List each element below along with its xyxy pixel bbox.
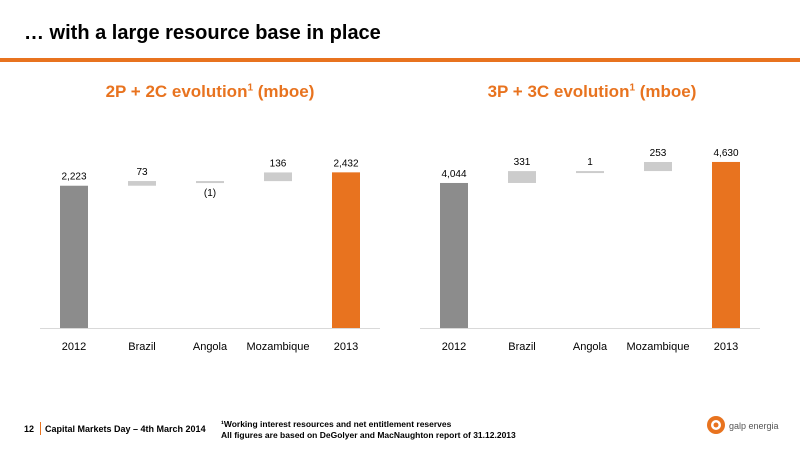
logo-text: galp energia: [729, 421, 779, 431]
waterfall-charts: 2,223 2012 73 Brazil (1) Angola 136 Mozambique 2…: [40, 148, 760, 353]
chart-title-superscript: 1: [247, 82, 254, 94]
footnote-line-2: All figures are based on DeGolyer and Ma…: [221, 430, 516, 440]
page-number: 12: [24, 424, 35, 434]
category-label-2p2c-2013: 2013: [334, 341, 358, 353]
bar-2p2c-2013: [332, 172, 360, 328]
data-label-2p2c-angola: (1): [204, 188, 216, 199]
chart-title-superscript: 1: [629, 82, 636, 94]
chart-title-text: 2P + 2C evolution: [105, 82, 248, 101]
bar-2p2c-brazil: [128, 181, 156, 186]
footer-separator: [40, 422, 41, 435]
bar-2p2c-mozambique: [264, 172, 292, 182]
category-label-2p2c-brazil: Brazil: [128, 341, 156, 353]
category-label-2p2c-mozambique: Mozambique: [247, 341, 310, 353]
galp-logo: galp energia: [706, 414, 790, 440]
bar-3p3c-angola: [576, 171, 604, 174]
bar-3p3c-mozambique: [644, 161, 672, 172]
category-label-3p3c-2013: 2013: [714, 341, 738, 353]
category-label-3p3c-angola: Angola: [573, 341, 608, 353]
bar-3p3c-brazil: [508, 171, 536, 183]
bar-2p2c-angola: [196, 181, 224, 184]
category-label-2p2c-2012: 2012: [62, 341, 86, 353]
galp-logo-icon: [707, 416, 725, 434]
data-label-2p2c-brazil: 73: [136, 167, 148, 178]
data-label-3p3c-mozambique: 253: [650, 148, 667, 159]
category-label-2p2c-angola: Angola: [193, 341, 228, 353]
bar-3p3c-2012: [440, 182, 468, 328]
bar-2p2c-2012: [60, 185, 88, 328]
event-label: Capital Markets Day – 4th March 2014: [45, 424, 206, 434]
data-label-2p2c-2012: 2,223: [61, 172, 86, 183]
chart-title-unit: (mboe): [639, 82, 697, 101]
category-label-3p3c-2012: 2012: [442, 341, 466, 353]
data-label-3p3c-angola: 1: [587, 157, 593, 168]
title-rule: [0, 58, 800, 62]
category-label-3p3c-mozambique: Mozambique: [627, 341, 690, 353]
data-label-2p2c-mozambique: 136: [270, 158, 287, 169]
bar-3p3c-2013: [712, 161, 740, 328]
chart-title-2p2c: 2P + 2C evolution1 (mboe): [95, 82, 325, 102]
data-label-3p3c-brazil: 331: [514, 157, 531, 168]
footnote-line-1: ¹Working interest resources and net enti…: [221, 419, 452, 429]
chart-title-text: 3P + 3C evolution: [487, 82, 630, 101]
footnote: ¹Working interest resources and net enti…: [221, 419, 516, 441]
chart-title-3p3c: 3P + 3C evolution1 (mboe): [477, 82, 707, 102]
slide-title: … with a large resource base in place: [24, 22, 381, 44]
data-label-3p3c-2013: 4,630: [713, 148, 738, 159]
data-label-2p2c-2013: 2,432: [333, 158, 358, 169]
chart-title-unit: (mboe): [257, 82, 315, 101]
data-label-3p3c-2012: 4,044: [441, 169, 466, 180]
category-label-3p3c-brazil: Brazil: [508, 341, 536, 353]
